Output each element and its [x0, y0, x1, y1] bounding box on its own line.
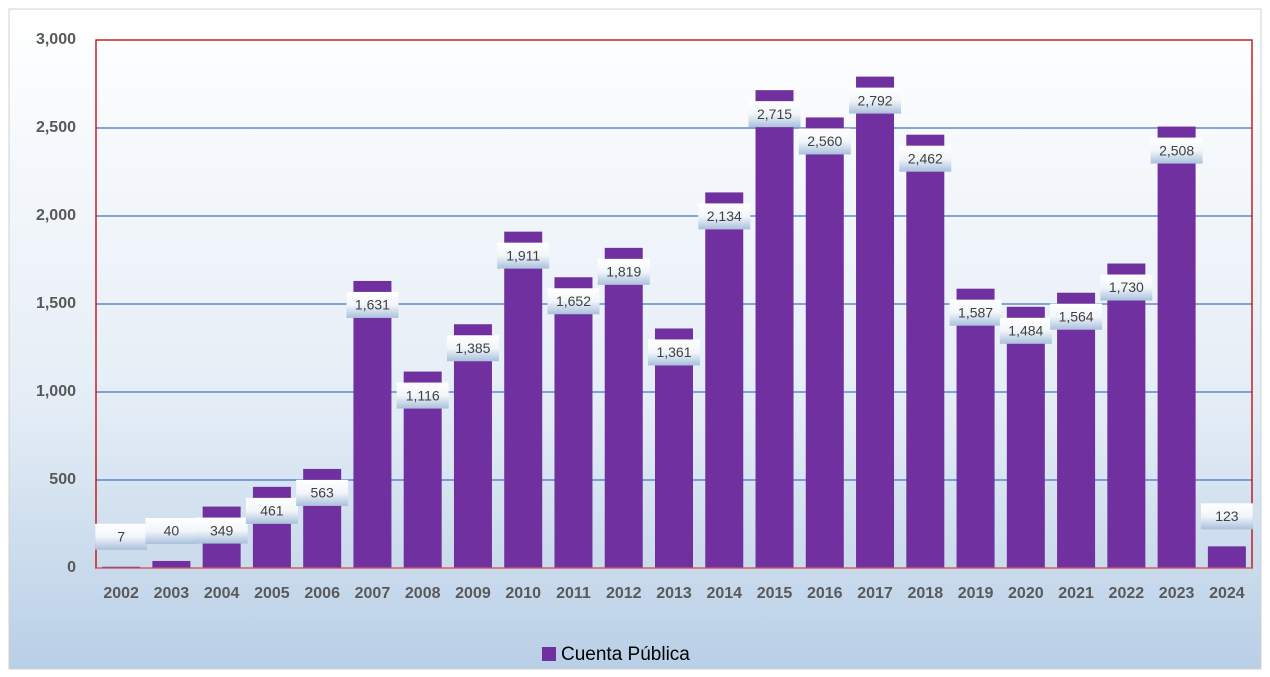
value-label: 2,715 [757, 106, 792, 122]
value-label: 1,911 [506, 247, 540, 263]
value-label-box [346, 291, 399, 318]
x-tick-label: 2019 [958, 585, 994, 602]
value-label-box [949, 299, 1002, 326]
x-tick-label: 2023 [1159, 585, 1195, 602]
y-tick-label: 1,500 [36, 295, 76, 312]
value-label: 2,560 [807, 133, 842, 149]
value-label-box [798, 128, 851, 155]
legend-swatch [542, 647, 556, 661]
x-tick-label: 2011 [556, 585, 591, 602]
x-tick-label: 2003 [154, 585, 190, 602]
value-label-box [396, 382, 449, 409]
value-label: 40 [164, 523, 180, 539]
value-label: 1,361 [656, 344, 691, 360]
value-label: 1,484 [1008, 323, 1043, 339]
bar [1207, 546, 1246, 568]
bar [102, 566, 141, 568]
bar [655, 328, 693, 568]
x-tick-label: 2008 [405, 585, 441, 602]
value-label: 349 [210, 522, 234, 538]
bar [152, 560, 191, 568]
value-label-box [597, 258, 650, 285]
bar [1057, 292, 1096, 568]
value-label: 563 [310, 485, 334, 501]
value-label-box [497, 242, 550, 269]
y-tick-label: 2,000 [36, 207, 76, 224]
value-label: 1,730 [1109, 279, 1144, 295]
value-label-box [849, 87, 902, 114]
value-label-box [547, 288, 600, 315]
value-label: 123 [1215, 508, 1239, 524]
bar [805, 117, 844, 568]
x-tick-label: 2013 [656, 585, 692, 602]
legend-label: Cuenta Pública [561, 644, 690, 665]
value-label: 1,652 [556, 293, 591, 309]
bar [504, 231, 543, 568]
value-label-box [648, 339, 700, 366]
x-tick-label: 2018 [908, 585, 944, 602]
x-tick-label: 2012 [606, 585, 642, 602]
bar [906, 134, 945, 569]
x-tick-label: 2016 [807, 585, 843, 602]
bar [554, 277, 593, 568]
value-label-box [1050, 303, 1103, 330]
value-label-box [999, 317, 1052, 344]
x-tick-label: 2009 [455, 585, 491, 602]
value-label: 1,564 [1059, 308, 1094, 324]
value-label-box [145, 517, 198, 544]
value-label: 7 [117, 528, 125, 544]
value-label: 2,462 [908, 150, 943, 166]
value-label: 461 [260, 503, 284, 519]
value-label-box [899, 145, 952, 172]
value-label-box [748, 101, 801, 128]
bar [1107, 263, 1146, 568]
x-tick-label: 2024 [1209, 585, 1245, 602]
value-label-box [1150, 137, 1203, 164]
y-tick-label: 1,000 [36, 383, 76, 400]
bar [1157, 126, 1196, 568]
value-label-box [698, 203, 751, 230]
value-label-box [245, 497, 298, 524]
bar [604, 247, 643, 568]
value-label: 1,631 [355, 297, 390, 313]
value-label-box [95, 523, 148, 550]
value-label-box [1200, 503, 1253, 530]
x-tick-label: 2002 [103, 585, 139, 602]
value-label-box [446, 335, 499, 362]
y-tick-label: 2,500 [36, 119, 76, 136]
bar [956, 288, 995, 568]
value-label-box [195, 517, 248, 544]
value-label: 2,792 [858, 92, 893, 108]
y-tick-label: 0 [67, 559, 76, 576]
x-tick-label: 2010 [505, 585, 541, 602]
y-tick-label: 500 [49, 471, 76, 488]
x-tick-label: 2022 [1109, 585, 1145, 602]
x-tick-label: 2007 [355, 585, 391, 602]
bar [1006, 306, 1045, 568]
x-tick-label: 2020 [1008, 585, 1044, 602]
value-label: 2,134 [707, 208, 742, 224]
bar [755, 90, 794, 568]
bar [705, 192, 744, 568]
value-label: 1,116 [406, 387, 440, 403]
x-tick-label: 2006 [304, 585, 340, 602]
y-tick-label: 3,000 [36, 31, 76, 48]
value-label: 1,385 [455, 340, 490, 356]
bar [453, 324, 492, 568]
value-label: 1,819 [606, 264, 641, 280]
x-tick-label: 2014 [706, 585, 742, 602]
x-tick-label: 2004 [204, 585, 240, 602]
x-tick-label: 2015 [757, 585, 793, 602]
value-label-box [1100, 274, 1153, 301]
x-tick-label: 2005 [254, 585, 290, 602]
x-tick-label: 2017 [857, 585, 893, 602]
value-label: 1,587 [958, 304, 993, 320]
x-tick-label: 2021 [1058, 585, 1094, 602]
value-label-box [296, 479, 349, 506]
bar [353, 280, 392, 568]
bar [856, 76, 895, 568]
value-label: 2,508 [1159, 142, 1194, 158]
